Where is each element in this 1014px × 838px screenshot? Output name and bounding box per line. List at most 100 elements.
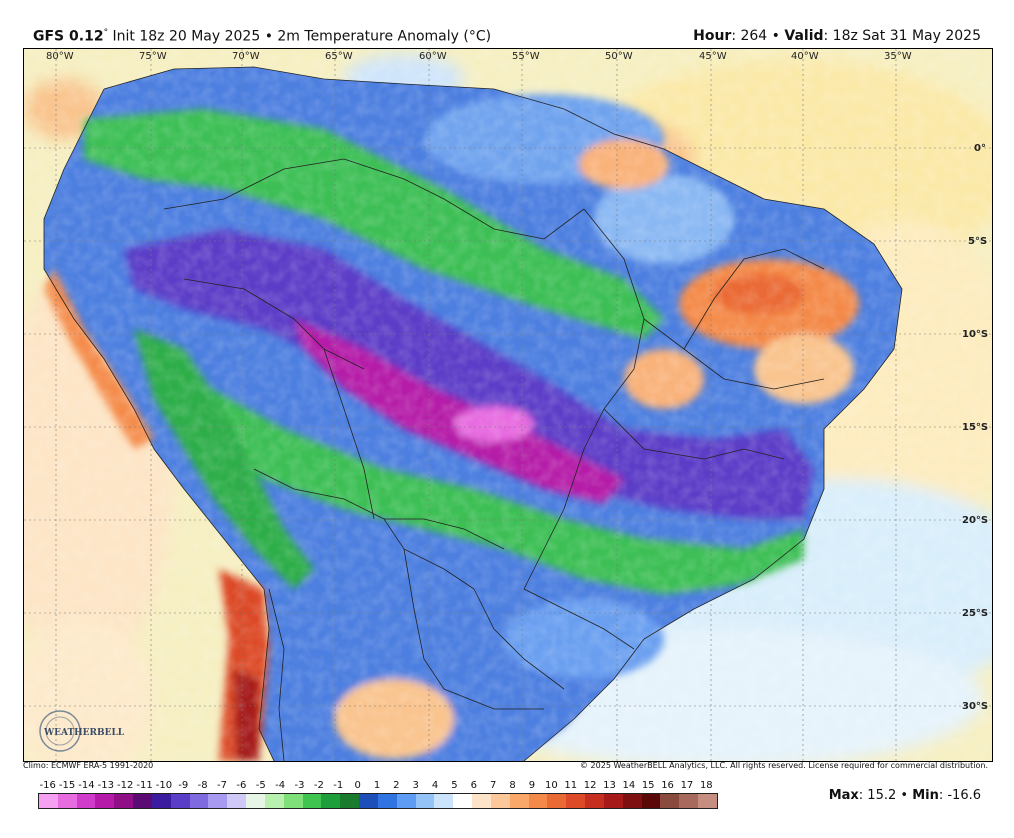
map-header: GFS 0.12° Init 18z 20 May 2025 • 2m Temp… [0,0,1014,48]
colorbar-swatch [472,794,491,808]
colorbar-tick: -7 [217,780,228,791]
climo-note: Climo: ECMWF ERA-5 1991-2020 [23,761,154,770]
colorbar-swatch [509,794,529,808]
lat-label: 30°S [962,701,988,712]
graticule [24,49,992,761]
colorbar: -16 -15 -14 -13 -12 -11 -10 -9 -8 -7 -6 -5 -4 -3 -2 -1 0… [38,780,718,820]
noise-texture [24,49,992,761]
colorbar-tick: -12 [116,780,134,791]
colorbar-tick: -8 [197,780,208,791]
colorbar-tick: -9 [178,780,189,791]
lat-label: 25°S [962,608,988,619]
colorbar-swatch [340,794,360,808]
colorbar-swatch [359,794,378,808]
colorbar-tick: 13 [603,780,616,791]
lat-label: 20°S [962,515,988,526]
country-borders [43,66,903,761]
lon-label: 60°W [419,51,447,62]
colorbar-swatch [603,794,623,808]
colorbar-swatch [227,794,247,808]
lon-label: 40°W [791,51,819,62]
colorbar-tick: 6 [470,780,478,791]
colorbar-tick: 10 [544,780,558,791]
valid-label: Valid [784,28,824,44]
colorbar-swatch [283,794,303,808]
copyright-note: © 2025 WeatherBELL Analytics, LLC. All r… [580,761,988,770]
colorbar-swatch [641,794,661,808]
colorbar-swatch [264,794,284,808]
longitude-labels: 80°W 75°W 70°W 65°W 60°W 55°W 50°W 45°W … [46,51,912,62]
lon-label: 80°W [46,51,74,62]
colorbar-tick: 7 [490,780,497,791]
colorbar-swatch [679,794,698,808]
colorbar-swatch [133,794,152,808]
colorbar-tick: 15 [641,780,655,791]
colorbar-tick: 8 [509,780,516,791]
colorbar-swatch [377,794,397,808]
header-title: GFS 0.12° Init 18z 20 May 2025 • 2m Temp… [33,28,491,45]
colorbar-swatch [585,794,604,808]
colorbar-swatch [95,794,115,808]
colorbar-tick: 18 [699,780,713,791]
colorbar-swatch [528,794,548,808]
colorbar-swatch [208,794,228,808]
lon-label: 45°W [699,51,727,62]
colorbar-swatch [76,794,96,808]
colorbar-swatch [321,794,341,808]
colorbar-tick: 14 [622,780,636,791]
colorbar-swatch [151,794,171,808]
colorbar-tick: 1 [373,780,381,791]
init-text: Init 18z 20 May 2025 • 2m Temperature An… [108,28,492,45]
colorbar-swatch [566,794,586,808]
lon-label: 65°W [325,51,353,62]
colorbar-swatch [434,794,454,808]
colorbar-swatch [302,794,322,808]
min-label: Min [912,788,939,803]
colorbar-tick-labels: -16 -15 -14 -13 -12 -11 -10 -9 -8 -7 -6 -5 -4 -3 -2 -1 0… [38,780,718,792]
colorbar-tick: -6 [236,780,247,791]
lat-label: 0° [974,143,986,154]
colorbar-tick: -3 [294,780,305,791]
colorbar-tick: 11 [564,780,578,791]
colorbar-tick: -4 [275,780,286,791]
colorbar-swatch [396,794,416,808]
lon-label: 35°W [884,51,912,62]
colorbar-tick: -2 [313,780,324,791]
colorbar-tick: 16 [661,780,674,791]
colorbar-tick: 2 [393,780,400,791]
model-name: GFS 0.12 [33,28,104,45]
colorbar-swatch [622,794,642,808]
header-valid: Hour: 264 • Valid: 18z Sat 31 May 2025 [693,28,981,44]
max-label: Max [828,788,859,803]
lat-label: 5°S [968,236,987,247]
colorbar-tick: 4 [431,780,439,791]
colorbar-swatch [39,794,58,808]
lat-label: 10°S [962,329,988,340]
lon-label: 75°W [139,51,167,62]
colorbar-tick: 9 [528,780,536,791]
colorbar-swatch [490,794,510,808]
colorbar-tick: -16 [39,780,56,791]
colorbar-swatch [189,794,209,808]
colorbar-tick: -13 [97,780,114,791]
colorbar-swatches [38,793,718,809]
colorbar-tick: -5 [255,780,266,791]
colorbar-tick: 5 [451,780,458,791]
colorbar-swatch [57,794,77,808]
hour-label: Hour [693,28,732,44]
lat-label: 15°S [962,422,988,433]
valid-value: : 18z Sat 31 May 2025 [823,28,981,44]
colorbar-tick: 17 [680,780,694,791]
lon-label: 50°W [605,51,633,62]
colorbar-tick: -10 [155,780,173,791]
colorbar-swatch [246,794,265,808]
colorbar-swatch [660,794,680,808]
map-svg: 80°W 75°W 70°W 65°W 60°W 55°W 50°W 45°W … [24,49,992,761]
colorbar-swatch [453,794,473,808]
latitude-labels: 0° 5°S 10°S 15°S 20°S 25°S 30°S [962,143,988,712]
degree-sign: ° [103,28,109,38]
colorbar-tick: 0 [354,780,361,791]
colorbar-swatch [114,794,134,808]
lon-label: 70°W [232,51,260,62]
weatherbell-logo: WEATHERBELL [39,710,125,752]
